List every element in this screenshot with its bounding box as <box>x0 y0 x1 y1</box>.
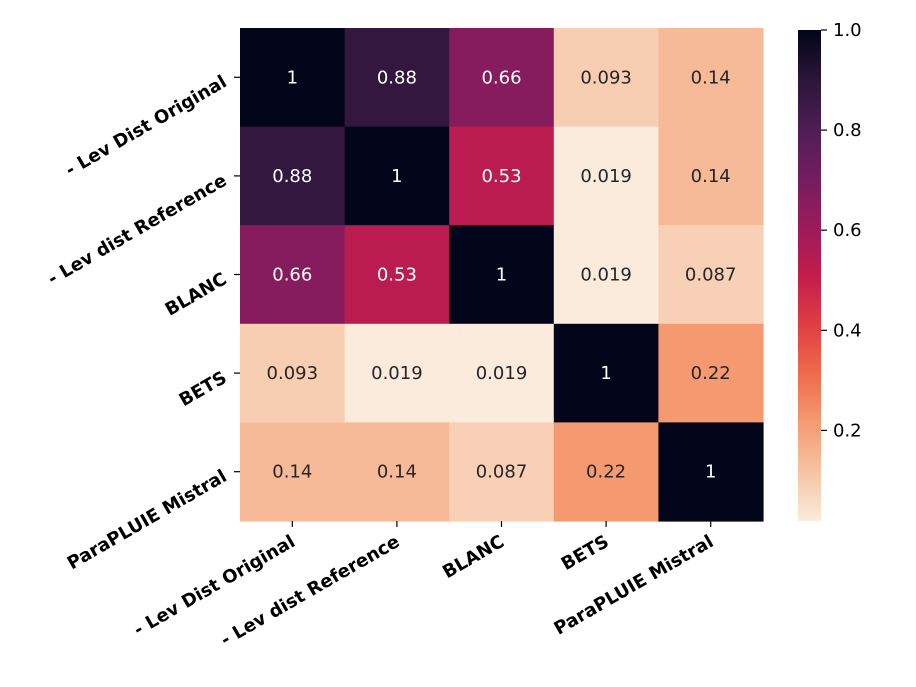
heatmap-cell <box>449 225 555 325</box>
cell-value-label: 0.14 <box>377 462 417 483</box>
column-labels: - Lev Dist Original- Lev dist Reference B… <box>130 521 717 651</box>
heatmap-cell <box>344 28 450 128</box>
row-label: BETS <box>176 367 231 411</box>
heatmap-cell <box>658 323 764 423</box>
cell-value-label: 0.53 <box>481 166 521 187</box>
row-label: - Lev dist Reference <box>44 170 230 290</box>
row-label: BLANC <box>162 269 231 321</box>
heatmap-cell <box>553 422 659 522</box>
cell-value-label: 0.88 <box>272 166 312 187</box>
heatmap-cell <box>658 126 764 226</box>
cell-value-label: 0.22 <box>586 462 626 483</box>
cell-value-label: 0.019 <box>476 363 528 384</box>
row-label: - Lev Dist Original <box>62 71 231 181</box>
column-label: BLANC <box>439 531 508 583</box>
cell-value-label: 0.093 <box>580 67 632 88</box>
heatmap-cell <box>344 422 450 522</box>
cell-value-label: 0.14 <box>691 166 731 187</box>
row-labels: - Lev Dist Original- Lev dist ReferenceB… <box>44 71 240 574</box>
cell-value-label: 0.53 <box>377 265 417 286</box>
cell-value-label: 0.087 <box>476 462 528 483</box>
heatmap-cell <box>240 126 346 226</box>
heatmap-cells: 1 0.88 0.66 0.093 0.14 0.88 1 0.53 0.019 0.14 0.66… <box>240 28 764 522</box>
cell-value-label: 0.22 <box>691 363 731 384</box>
cell-value-label: 0.66 <box>272 265 312 286</box>
colorbar: 1.0 0.8 0.6 0.4 0.2 <box>798 20 862 521</box>
colorbar-tick-label: 0.4 <box>833 320 862 341</box>
cell-value-label: 1 <box>391 166 402 187</box>
cell-value-label: 0.88 <box>377 67 417 88</box>
colorbar-tick-label: 1.0 <box>833 20 862 41</box>
heatmap-cell <box>449 422 555 522</box>
colorbar-gradient <box>798 30 821 521</box>
heatmap-cell <box>553 126 659 226</box>
heatmap-cell <box>449 323 555 423</box>
cell-value-label: 0.66 <box>481 67 521 88</box>
column-label: - Lev dist Reference <box>217 531 403 651</box>
heatmap-cell <box>658 225 764 325</box>
cell-value-label: 1 <box>287 67 298 88</box>
colorbar-tick-label: 0.6 <box>833 220 862 241</box>
cell-value-label: 1 <box>496 265 507 286</box>
cell-value-label: 0.019 <box>580 265 632 286</box>
cell-value-label: 0.087 <box>685 265 737 286</box>
row-label: ParaPLUIE Mistral <box>64 466 231 574</box>
heatmap-cell <box>240 323 346 423</box>
colorbar-tick-label: 0.2 <box>833 420 862 441</box>
heatmap-cell <box>658 28 764 128</box>
heatmap-cell <box>553 225 659 325</box>
cell-value-label: 0.14 <box>272 462 312 483</box>
heatmap-cell <box>240 28 346 128</box>
heatmap-cell <box>449 126 555 226</box>
cell-value-label: 0.019 <box>580 166 632 187</box>
heatmap-cell <box>344 323 450 423</box>
cell-value-label: 1 <box>600 363 611 384</box>
heatmap-cell <box>449 28 555 128</box>
cell-value-label: 0.019 <box>371 363 423 384</box>
heatmap-cell <box>553 323 659 423</box>
heatmap-cell <box>553 28 659 128</box>
heatmap-cell <box>344 225 450 325</box>
heatmap-cell <box>240 225 346 325</box>
colorbar-tick-label: 0.8 <box>833 120 862 141</box>
heatmap-cell <box>658 422 764 522</box>
column-label: BETS <box>558 531 613 575</box>
heatmap-cell <box>240 422 346 522</box>
heatmap-cell <box>344 126 450 226</box>
cell-value-label: 0.093 <box>267 363 319 384</box>
cell-value-label: 1 <box>705 462 716 483</box>
cell-value-label: 0.14 <box>691 67 731 88</box>
